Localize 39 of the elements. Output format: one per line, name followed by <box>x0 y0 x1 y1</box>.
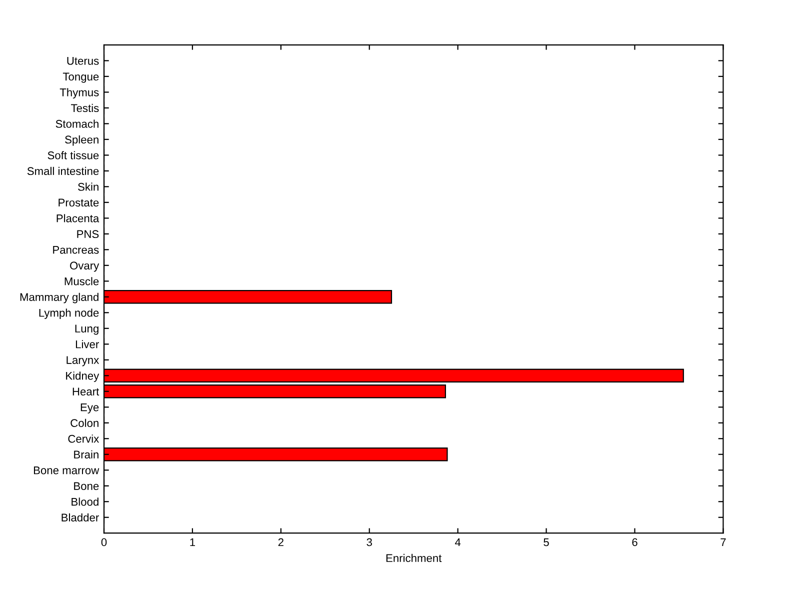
y-tick-label: Spleen <box>65 135 98 146</box>
y-tick-label: Placenta <box>56 214 100 222</box>
y-tick-label: Bone marrow <box>34 466 100 474</box>
y-tick-label: Thymus <box>60 88 99 98</box>
y-tick-label: Brain <box>74 450 98 459</box>
y-tick-label: Mammary gland <box>20 292 98 304</box>
y-tick-label: Tongue <box>62 72 99 83</box>
x-tick-label: 5 <box>544 538 549 546</box>
y-tick-label: Larynx <box>66 356 100 366</box>
y-tick-label: Soft tissue <box>48 151 99 160</box>
x-tick-label: 0 <box>101 538 107 546</box>
y-tick-label: Skin <box>78 182 98 191</box>
y-tick-label: Muscle <box>64 277 99 286</box>
x-tick-label: 6 <box>632 538 638 546</box>
y-tick-label: Bone <box>74 482 99 490</box>
y-tick-label: Testis <box>70 104 99 112</box>
x-tick-label: 3 <box>366 538 372 546</box>
y-tick-label: Pancreas <box>53 246 99 254</box>
y-tick-label: Cervix <box>68 434 100 443</box>
y-tick-label: Eye <box>80 404 99 414</box>
y-tick-label: Kidney <box>66 372 100 382</box>
y-tick-label: Ovary <box>70 262 100 272</box>
y-tick-label: Blood <box>72 498 98 506</box>
y-tick-label: Liver <box>76 340 99 348</box>
y-tick-label: Colon <box>70 418 98 428</box>
y-tick-label: PNS <box>77 230 99 238</box>
x-tick-label: 1 <box>190 538 196 546</box>
x-tick-label: 7 <box>720 538 726 546</box>
y-tick-label: Bladder <box>62 513 99 522</box>
y-tick-label: Small intestine <box>27 166 99 176</box>
y-tick-label: Heart <box>72 388 100 396</box>
y-tick-label: Uterus <box>67 57 99 65</box>
y-tick-label: Stomach <box>56 120 98 128</box>
y-tick-label: Lung <box>75 324 98 335</box>
x-axis-title: Enrichment <box>386 554 442 562</box>
y-tick-label: Prostate <box>58 198 99 207</box>
x-tick-label: 4 <box>454 538 461 546</box>
y-tick-label: Lymph node <box>39 308 99 319</box>
x-tick-label: 2 <box>278 538 284 546</box>
